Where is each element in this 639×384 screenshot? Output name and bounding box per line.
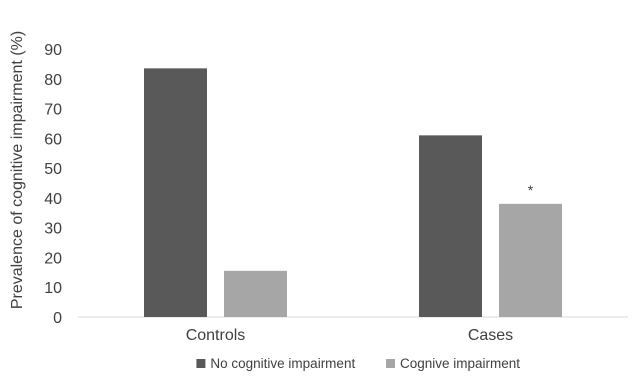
legend-label: No cognitive impairment [210, 356, 355, 371]
bar [499, 203, 562, 317]
y-axis-label-group: Prevalence of cognitive impairment (%) [9, 31, 26, 309]
y-tick-label: 20 [44, 250, 62, 267]
legend-label: Cognive impairment [400, 356, 520, 371]
bar [224, 270, 287, 317]
y-axis-ticks: 0 10 20 30 40 50 60 70 80 90 [44, 42, 62, 327]
legend-swatch [196, 359, 206, 368]
legend-swatch [386, 359, 395, 368]
x-category-label: Cases [468, 327, 513, 344]
significance-marker: * [528, 182, 534, 198]
y-tick-label: 80 [44, 72, 62, 89]
category-labels: Controls Cases [186, 327, 513, 344]
bars-group [144, 68, 562, 317]
y-axis-label: Prevalence of cognitive impairment (%) [9, 31, 26, 309]
bar [144, 68, 207, 317]
y-tick-label: 70 [44, 102, 62, 119]
y-tick-label: 0 [53, 310, 62, 327]
y-tick-label: 10 [44, 280, 62, 297]
annotations: * [528, 182, 534, 198]
y-tick-label: 30 [44, 221, 62, 238]
y-tick-label: 40 [44, 191, 62, 208]
y-tick-label: 60 [44, 131, 62, 148]
legend: No cognitive impairment Cognive impairmen… [196, 356, 520, 371]
x-category-label: Controls [186, 327, 246, 344]
y-tick-label: 90 [44, 42, 62, 59]
y-tick-label: 50 [44, 161, 62, 178]
bar [419, 135, 482, 317]
